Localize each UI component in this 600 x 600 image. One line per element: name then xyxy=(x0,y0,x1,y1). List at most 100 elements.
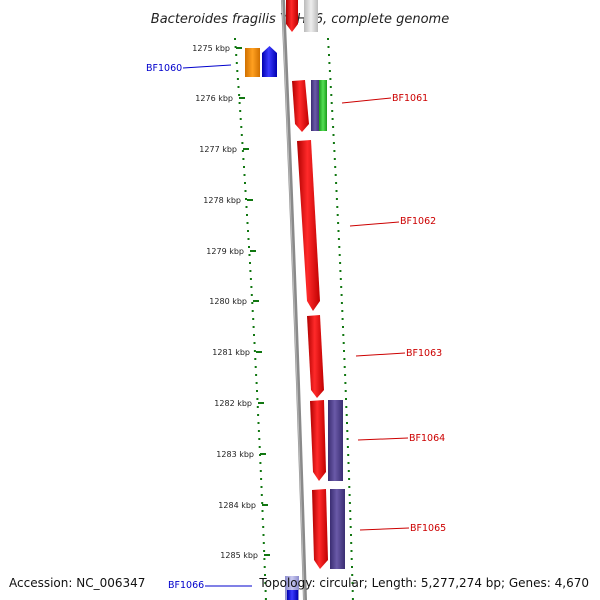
tick-label: 1285 kbp xyxy=(220,551,258,560)
guide-dot xyxy=(334,174,337,176)
guide-dot xyxy=(264,582,267,584)
guide-dot xyxy=(259,470,262,472)
guide-dot xyxy=(346,438,349,440)
gene-label-bf1066[interactable]: BF1066 xyxy=(168,580,204,591)
guide-dot xyxy=(250,294,253,296)
guide-dot xyxy=(327,38,329,40)
tick-group: 1275 kbp 1276 kbp 1277 kbp 1278 kbp 1279 kbp… xyxy=(192,44,270,560)
guide-dot xyxy=(249,278,252,280)
guide-dot xyxy=(234,38,236,40)
gene-bf1061-red xyxy=(292,80,309,132)
guide-dot xyxy=(351,590,354,592)
guide-dot xyxy=(248,246,250,248)
guide-dot xyxy=(240,134,243,136)
guide-dot xyxy=(261,502,264,504)
guide-dot xyxy=(339,262,342,264)
genome-backbone xyxy=(281,0,307,600)
guide-dot xyxy=(329,78,332,80)
guide-dot xyxy=(345,398,347,400)
guide-dot xyxy=(257,422,260,424)
guide-dot xyxy=(258,438,261,440)
guide-dot xyxy=(343,350,345,352)
gene-bf1066-blue xyxy=(287,590,298,600)
gene-label-bf1063[interactable]: BF1063 xyxy=(406,348,442,359)
guide-dot xyxy=(351,582,354,584)
genome-backbone-highlight xyxy=(281,0,305,600)
guide-dot xyxy=(244,190,247,192)
gene-label-bf1062[interactable]: BF1062 xyxy=(400,216,436,227)
gene-bf1065-navy xyxy=(330,489,345,569)
guide-dot xyxy=(237,86,240,88)
tick-label: 1275 kbp xyxy=(192,44,230,53)
callout-line-bf1062 xyxy=(349,221,400,227)
guide-dot xyxy=(258,446,261,448)
guide-dot xyxy=(328,70,331,72)
guide-dot xyxy=(332,134,335,136)
accession-text: Accession: NC_006347 xyxy=(9,576,145,590)
guide-dot xyxy=(347,462,350,464)
callout-line-bf1065 xyxy=(359,527,410,531)
guide-dot xyxy=(350,558,353,560)
tick-label: 1282 kbp xyxy=(214,399,252,408)
gene-bf1060-arrow xyxy=(262,46,277,77)
guide-dot xyxy=(335,198,338,200)
guide-dot xyxy=(253,334,255,336)
guide-dot xyxy=(333,158,336,160)
guide-dot xyxy=(344,374,347,376)
guide-dot xyxy=(346,422,348,424)
guide-dot xyxy=(332,142,335,144)
guide-dot xyxy=(346,446,349,448)
guide-dot xyxy=(338,254,341,256)
gene-label-bf1065[interactable]: BF1065 xyxy=(410,523,446,534)
guide-dot xyxy=(253,350,256,352)
feature-top-grey xyxy=(304,0,318,32)
gene-label-bf1060[interactable]: BF1060 xyxy=(146,63,182,74)
guide-dot xyxy=(256,390,258,392)
guide-dot xyxy=(350,550,353,552)
gene-label-bf1064[interactable]: BF1064 xyxy=(409,433,445,444)
guide-dot xyxy=(337,222,340,224)
callout-line-bf1061 xyxy=(341,97,392,104)
guide-dot xyxy=(346,430,349,432)
guide-dot xyxy=(251,302,254,304)
gene-bf1061-navy xyxy=(311,80,320,131)
gene-bf1060-orange xyxy=(245,48,260,77)
guide-dot xyxy=(263,550,266,552)
guide-dot xyxy=(336,214,339,216)
gene-bf1063-red xyxy=(307,315,324,398)
guide-dot xyxy=(332,126,335,128)
guide-dot xyxy=(329,86,332,88)
guide-dot xyxy=(261,510,264,512)
guide-dot xyxy=(345,406,348,408)
guide-dot xyxy=(264,574,266,576)
guide-dot xyxy=(330,94,333,96)
guide-dot xyxy=(260,494,263,496)
guide-dot xyxy=(243,174,246,176)
guide-dot xyxy=(246,222,249,224)
gene-label-bf1061[interactable]: BF1061 xyxy=(392,93,428,104)
guide-dot xyxy=(241,150,244,152)
guide-dot xyxy=(235,54,238,56)
guide-dot xyxy=(328,54,330,56)
gene-bf1064-red xyxy=(310,400,326,481)
guide-dot xyxy=(236,70,239,72)
gene-bf1065-red xyxy=(312,489,328,569)
guide-dot xyxy=(247,238,250,240)
guide-dot xyxy=(239,110,242,112)
guide-dot xyxy=(350,542,353,544)
guide-dot xyxy=(330,102,333,104)
guide-dot xyxy=(340,294,343,296)
gene-bf1061-green xyxy=(319,80,327,131)
guide-dot xyxy=(341,318,344,320)
tick-label: 1278 kbp xyxy=(203,196,241,205)
guide-dot xyxy=(350,534,352,536)
tick-label: 1276 kbp xyxy=(195,94,233,103)
guide-dot xyxy=(241,142,244,144)
guide-dot xyxy=(234,46,237,48)
guide-dot xyxy=(348,486,351,488)
guide-dot xyxy=(249,262,251,264)
callout-line-bf1064 xyxy=(357,437,409,441)
guide-dot xyxy=(254,358,257,360)
guide-dot xyxy=(249,270,252,272)
tick-label: 1281 kbp xyxy=(212,348,250,357)
